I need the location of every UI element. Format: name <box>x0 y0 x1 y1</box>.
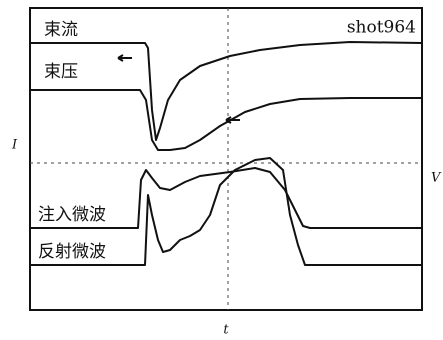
trace-label: 束压 <box>44 62 78 82</box>
y2-axis-label: V <box>431 171 442 186</box>
shot-label: shot964 <box>347 18 416 38</box>
trace-label: 反射微波 <box>38 242 106 262</box>
figure: 束流 束压 注入微波 反射微波 shot964 I V t <box>0 0 443 340</box>
x-axis-label: t <box>223 323 229 338</box>
y-axis-label: I <box>11 138 18 153</box>
trace-label: 束流 <box>44 20 78 40</box>
trace-label: 注入微波 <box>38 205 106 225</box>
